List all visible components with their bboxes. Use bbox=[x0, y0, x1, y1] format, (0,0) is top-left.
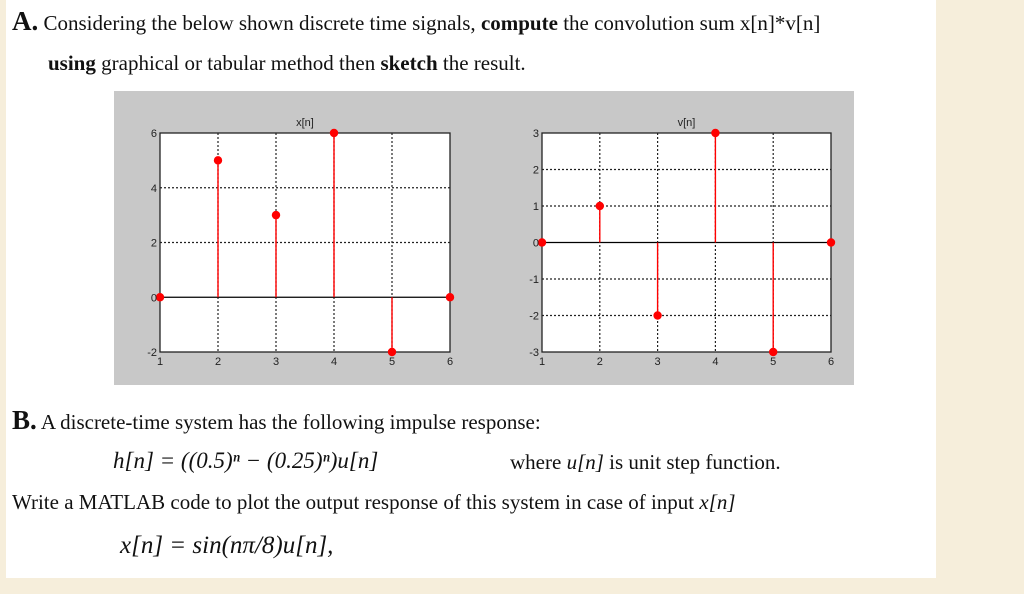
y-tick-label: -2 bbox=[529, 311, 539, 323]
stem-marker bbox=[653, 311, 662, 320]
part-b-label: B. bbox=[12, 405, 37, 435]
italic-text: u[n] bbox=[566, 450, 604, 474]
stem-marker bbox=[387, 347, 397, 357]
part-b-line1: B. A discrete-time system has the follow… bbox=[12, 405, 541, 436]
plot-v-n: 1 2 3 4 5 6 -3 -2 -1 0 1 2 3 v[n] bbox=[529, 117, 836, 368]
x-tick-label: 3 bbox=[273, 356, 279, 368]
equation-text: h[n] = ((0.5)ⁿ − (0.25)ⁿ)u[n] bbox=[113, 448, 379, 473]
y-tick-label: 3 bbox=[533, 128, 539, 140]
stem-plots: 1 2 3 4 5 6 -2 0 2 4 6 x[n] 1 2 3 4 5 6 -3 -2 -1 0 1 2 3 v[n] bbox=[147, 117, 836, 368]
y-tick-label: 2 bbox=[533, 165, 539, 177]
x-tick-label: 4 bbox=[331, 356, 337, 368]
stem-marker bbox=[271, 210, 281, 220]
part-a-line1: A. Considering the below shown discrete … bbox=[12, 6, 820, 37]
y-tick-label: 1 bbox=[533, 201, 539, 213]
x-tick-label: 1 bbox=[539, 356, 545, 368]
y-tick-label: 0 bbox=[533, 238, 539, 250]
bold-text: using bbox=[48, 51, 96, 75]
text: the result. bbox=[437, 51, 526, 75]
y-tick-label: -3 bbox=[529, 347, 539, 359]
y-tick-label: 4 bbox=[151, 183, 157, 195]
italic-text: x[n] bbox=[699, 490, 736, 514]
text: graphical or tabular method then bbox=[95, 51, 381, 75]
x-tick-label: 6 bbox=[447, 356, 453, 368]
stem-marker bbox=[769, 347, 778, 357]
text: the convolution sum x[n]*v[n] bbox=[557, 11, 821, 35]
bold-text: sketch bbox=[380, 51, 438, 75]
text: Considering the below shown discrete tim… bbox=[43, 11, 481, 35]
plot-title: x[n] bbox=[296, 117, 314, 129]
part-b-line3: Write a MATLAB code to plot the output r… bbox=[12, 490, 736, 515]
x-tick-label: 6 bbox=[828, 356, 834, 368]
y-tick-label: -1 bbox=[529, 274, 539, 286]
part-a-line2: using graphical or tabular method then s… bbox=[48, 51, 526, 76]
bold-text: compute bbox=[480, 11, 558, 35]
x-tick-label: 2 bbox=[597, 356, 603, 368]
y-tick-label: 0 bbox=[151, 292, 157, 304]
stem-marker bbox=[155, 293, 165, 302]
equation-text: x[n] = sin(nπ/8)u[n], bbox=[120, 532, 334, 559]
equation-h: h[n] = ((0.5)ⁿ − (0.25)ⁿ)u[n] bbox=[113, 448, 378, 474]
stem-marker bbox=[213, 156, 223, 165]
y-tick-label: 2 bbox=[151, 238, 157, 250]
text: A discrete-time system has the following… bbox=[40, 410, 541, 434]
figure-panel: 1 2 3 4 5 6 -2 0 2 4 6 x[n] 1 2 3 4 5 6 -3 -2 -1 0 1 2 3 v[n] bbox=[114, 91, 854, 385]
y-tick-label: -2 bbox=[147, 347, 157, 359]
x-tick-label: 5 bbox=[389, 356, 395, 368]
plot-frame bbox=[159, 132, 451, 353]
stem-marker bbox=[711, 128, 720, 138]
part-a-label: A. bbox=[12, 6, 39, 36]
x-tick-label: 1 bbox=[157, 356, 163, 368]
text: is unit step function. bbox=[603, 450, 781, 474]
x-tick-label: 3 bbox=[655, 356, 661, 368]
text: where bbox=[510, 450, 567, 474]
equation-x: x[n] = sin(nπ/8)u[n], bbox=[120, 532, 333, 560]
x-tick-label: 5 bbox=[770, 356, 776, 368]
text: Write a MATLAB code to plot the output r… bbox=[12, 490, 700, 514]
stem-marker bbox=[445, 293, 455, 302]
where-note: where u[n] is unit step function. bbox=[510, 450, 781, 475]
x-tick-label: 2 bbox=[215, 356, 221, 368]
x-tick-label: 4 bbox=[712, 356, 718, 368]
plot-x-n: 1 2 3 4 5 6 -2 0 2 4 6 x[n] bbox=[147, 117, 455, 368]
plot-title: v[n] bbox=[678, 117, 696, 129]
stem-marker bbox=[826, 238, 836, 247]
y-tick-label: 6 bbox=[151, 128, 157, 140]
stem-marker bbox=[329, 128, 339, 138]
stem-marker bbox=[595, 201, 604, 211]
stem-marker bbox=[537, 238, 547, 247]
